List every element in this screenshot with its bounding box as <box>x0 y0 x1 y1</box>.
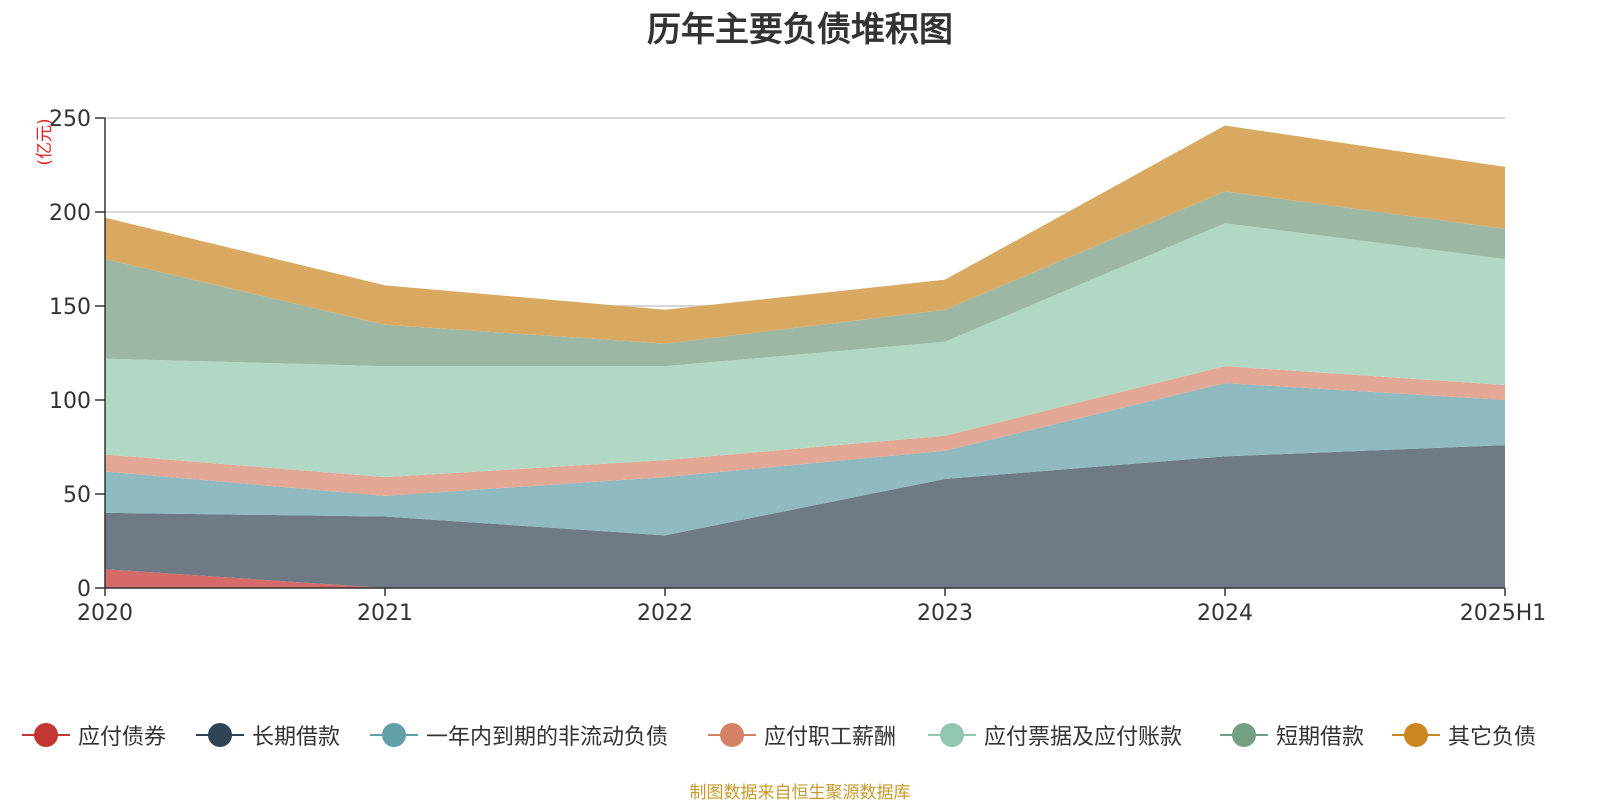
x-tick-label: 2020 <box>77 601 133 626</box>
legend-item-1[interactable]: 应付债券 <box>22 718 166 752</box>
legend-label: 应付票据及应付账款 <box>984 725 1183 750</box>
legend-marker-icon <box>22 718 70 752</box>
chart-title: 历年主要负债堆积图 <box>647 10 953 50</box>
legend-item-7[interactable]: 其它负债 <box>1392 718 1536 752</box>
source-note: 制图数据来自恒生聚源数据库 <box>689 783 911 803</box>
area-series-5[interactable] <box>105 223 1505 478</box>
stacked-area-chart: 0 50 100 150 200 250 2020 2021 2022 2023 2024 2025H… <box>35 107 1546 626</box>
y-tick-label: 100 <box>49 389 91 414</box>
legend-label: 长期借款 <box>252 725 341 750</box>
x-tick-label: 2021 <box>357 601 413 626</box>
area-series-3[interactable] <box>105 383 1505 536</box>
area-series-4[interactable] <box>105 366 1505 496</box>
legend-marker-icon <box>196 718 244 752</box>
area-series-1[interactable] <box>105 569 1505 588</box>
legend-item-6[interactable]: 短期借款 <box>1220 718 1364 752</box>
area-series-6[interactable] <box>105 191 1505 367</box>
legend-label: 一年内到期的非流动负债 <box>426 725 669 750</box>
legend-marker-icon <box>370 718 418 752</box>
y-tick-label: 50 <box>63 483 91 508</box>
x-tick-label: 2025H1 <box>1460 601 1547 626</box>
area-series-7[interactable] <box>105 125 1505 344</box>
legend-marker-icon <box>1220 718 1268 752</box>
y-axis-label: (亿元) <box>35 118 55 165</box>
legend-marker-icon <box>708 718 756 752</box>
area-series-2[interactable] <box>105 445 1505 588</box>
legend-label: 其它负债 <box>1448 725 1537 750</box>
legend: 应付债券 长期借款 一年内到期的非流动负债 应付职工薪酬 应付票据及应付账款 短期借款 其它… <box>0 718 1600 752</box>
legend-label: 短期借款 <box>1276 725 1365 750</box>
axes: 0 50 100 150 200 250 2020 2021 2022 2023 2024 2025H… <box>49 107 1546 626</box>
y-tick-label: 200 <box>49 201 91 226</box>
legend-item-5[interactable]: 应付票据及应付账款 <box>928 718 1182 752</box>
y-tick-label: 250 <box>49 107 91 132</box>
y-tick-label: 150 <box>49 295 91 320</box>
area-series-group <box>105 125 1505 588</box>
legend-label: 应付债券 <box>78 725 167 750</box>
x-tick-label: 2024 <box>1197 601 1253 626</box>
legend-item-3[interactable]: 一年内到期的非流动负债 <box>370 718 668 752</box>
legend-marker-icon <box>928 718 976 752</box>
x-tick-label: 2022 <box>637 601 693 626</box>
legend-item-2[interactable]: 长期借款 <box>196 718 340 752</box>
legend-label: 应付职工薪酬 <box>764 725 897 750</box>
legend-marker-icon <box>1392 718 1440 752</box>
x-tick-label: 2023 <box>917 601 973 626</box>
y-tick-label: 0 <box>77 577 91 602</box>
legend-item-4[interactable]: 应付职工薪酬 <box>708 718 896 752</box>
